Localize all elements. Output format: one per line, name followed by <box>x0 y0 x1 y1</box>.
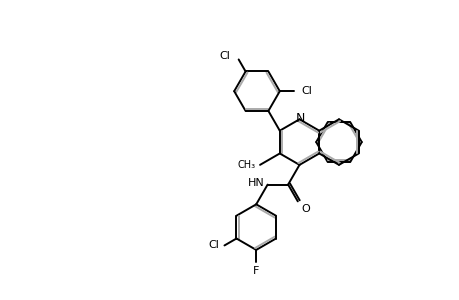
Text: F: F <box>252 266 259 276</box>
Text: Cl: Cl <box>208 240 219 250</box>
Text: N: N <box>295 112 304 125</box>
Text: CH₃: CH₃ <box>237 160 256 170</box>
Text: HN: HN <box>247 178 264 188</box>
Text: O: O <box>301 204 310 214</box>
Text: Cl: Cl <box>301 86 312 96</box>
Text: Cl: Cl <box>219 52 230 61</box>
